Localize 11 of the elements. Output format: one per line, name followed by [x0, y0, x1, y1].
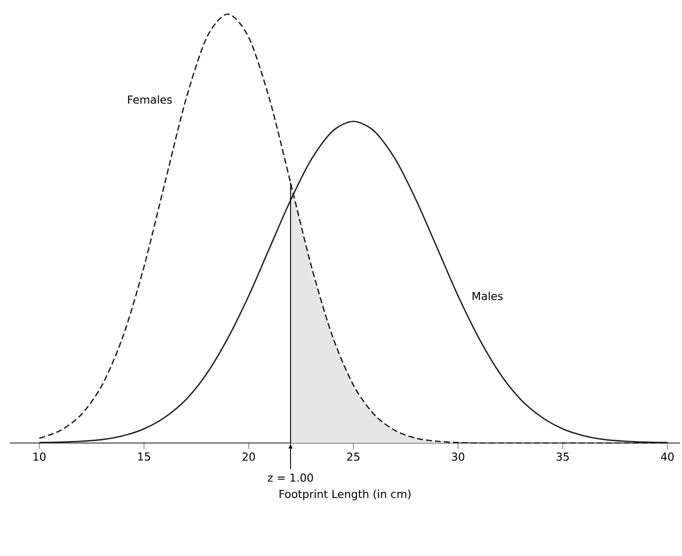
annotation: z = 1.00	[268, 474, 313, 482]
x-tick-label: 25	[347, 452, 360, 461]
x-tick-label: 10	[34, 452, 46, 461]
x-tick-label: 40	[661, 452, 674, 461]
x-tick-label: 30	[452, 452, 464, 461]
x-tick-label: 15	[138, 452, 150, 461]
x-tick-label: 20	[242, 452, 255, 461]
x-axis-title: Footprint Length (in cm)	[280, 490, 410, 500]
series-label: Females	[128, 95, 172, 104]
x-tick-label: 35	[556, 452, 569, 461]
series-label: Males	[472, 292, 503, 300]
